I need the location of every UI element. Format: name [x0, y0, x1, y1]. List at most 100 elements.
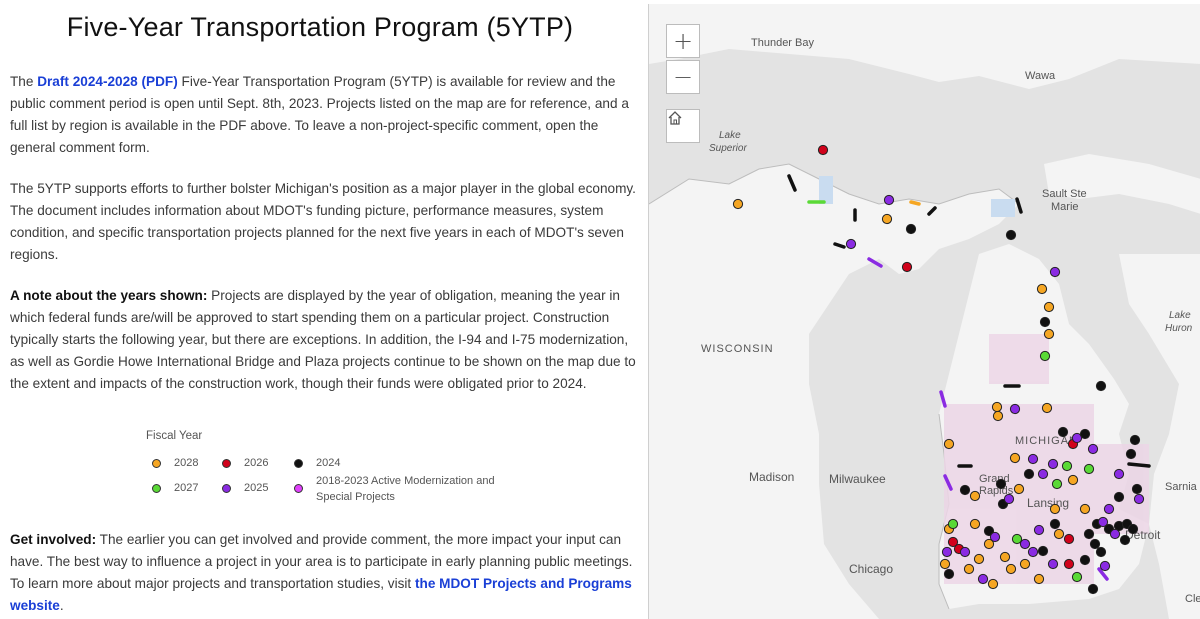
zoom-out-button[interactable]: − — [666, 60, 700, 94]
home-button[interactable] — [666, 109, 700, 143]
project-point[interactable] — [943, 438, 955, 450]
project-point[interactable] — [1033, 573, 1045, 585]
project-point[interactable] — [1083, 463, 1095, 475]
project-point[interactable] — [1003, 493, 1015, 505]
project-point[interactable] — [969, 518, 981, 530]
project-point[interactable] — [1097, 516, 1109, 528]
project-point[interactable] — [1071, 571, 1083, 583]
project-point[interactable] — [1033, 524, 1045, 536]
label-lake-huron-2: Huron — [1165, 323, 1193, 334]
project-point[interactable] — [817, 144, 829, 156]
project-point[interactable] — [1036, 283, 1048, 295]
project-point[interactable] — [1013, 483, 1025, 495]
project-point[interactable] — [939, 558, 951, 570]
zoom-in-button[interactable]: + — [666, 24, 700, 58]
get-involved-text: The earlier you can get involved and pro… — [10, 532, 633, 591]
project-point[interactable] — [943, 568, 955, 580]
project-point[interactable] — [905, 223, 917, 235]
project-point[interactable] — [1043, 301, 1055, 313]
wisconsin-up-land — [649, 164, 1019, 619]
project-point[interactable] — [1133, 493, 1145, 505]
project-point[interactable] — [1063, 533, 1075, 545]
project-point[interactable] — [1095, 380, 1107, 392]
project-point[interactable] — [1071, 432, 1083, 444]
project-point[interactable] — [1051, 478, 1063, 490]
project-point[interactable] — [1067, 474, 1079, 486]
project-point[interactable] — [1023, 468, 1035, 480]
project-point[interactable] — [959, 546, 971, 558]
project-point[interactable] — [969, 490, 981, 502]
project-point[interactable] — [1119, 534, 1131, 546]
project-point[interactable] — [1083, 528, 1095, 540]
project-point[interactable] — [1009, 403, 1021, 415]
project-point[interactable] — [1129, 434, 1141, 446]
project-point[interactable] — [1079, 554, 1091, 566]
project-point[interactable] — [1047, 558, 1059, 570]
project-point[interactable] — [1039, 350, 1051, 362]
project-point[interactable] — [1009, 452, 1021, 464]
project-point[interactable] — [1063, 558, 1075, 570]
project-point[interactable] — [1049, 503, 1061, 515]
fiscal-year-legend: Fiscal Year 2028 2026 2024 2027 2025 201… — [146, 430, 495, 503]
project-point[interactable] — [1005, 229, 1017, 241]
project-points[interactable] — [732, 144, 1145, 595]
project-point[interactable] — [1099, 560, 1111, 572]
project-point[interactable] — [947, 536, 959, 548]
project-point[interactable] — [1079, 428, 1091, 440]
project-point[interactable] — [881, 213, 893, 225]
project-point[interactable] — [989, 531, 1001, 543]
project-point[interactable] — [1079, 503, 1091, 515]
project-point[interactable] — [941, 546, 953, 558]
project-point[interactable] — [995, 478, 1007, 490]
project-point[interactable] — [883, 194, 895, 206]
project-point[interactable] — [1131, 483, 1143, 495]
draft-pdf-link[interactable]: Draft 2024-2028 (PDF) — [37, 74, 178, 89]
project-point[interactable] — [1019, 538, 1031, 550]
project-point[interactable] — [1049, 266, 1061, 278]
project-point[interactable] — [1125, 448, 1137, 460]
project-point[interactable] — [1047, 458, 1059, 470]
project-point[interactable] — [901, 261, 913, 273]
project-point[interactable] — [1087, 443, 1099, 455]
project-point[interactable] — [1037, 468, 1049, 480]
project-point[interactable] — [1127, 523, 1139, 535]
label-wisconsin: WISCONSIN — [701, 343, 774, 355]
project-map[interactable]: Thunder Bay Wawa Lake Superior Sault Ste… — [648, 4, 1200, 619]
project-point[interactable] — [1089, 538, 1101, 550]
project-point[interactable] — [1113, 491, 1125, 503]
project-point[interactable] — [1103, 503, 1115, 515]
project-point[interactable] — [987, 578, 999, 590]
project-point[interactable] — [1037, 545, 1049, 557]
map-canvas[interactable]: Thunder Bay Wawa Lake Superior Sault Ste… — [649, 4, 1200, 619]
label-sarnia: Sarnia — [1165, 481, 1198, 493]
project-point[interactable] — [973, 553, 985, 565]
project-point[interactable] — [1095, 546, 1107, 558]
project-point[interactable] — [1057, 426, 1069, 438]
project-point[interactable] — [1027, 453, 1039, 465]
project-point[interactable] — [1041, 402, 1053, 414]
project-point[interactable] — [963, 563, 975, 575]
project-point[interactable] — [1039, 316, 1051, 328]
project-point[interactable] — [992, 410, 1004, 422]
project-point[interactable] — [1043, 328, 1055, 340]
project-point[interactable] — [983, 538, 995, 550]
project-point[interactable] — [1049, 518, 1061, 530]
project-point[interactable] — [845, 238, 857, 250]
project-point[interactable] — [1005, 563, 1017, 575]
project-point[interactable] — [991, 401, 1003, 413]
project-point[interactable] — [1087, 583, 1099, 595]
project-point[interactable] — [1053, 528, 1065, 540]
project-point[interactable] — [977, 573, 989, 585]
project-point[interactable] — [1113, 468, 1125, 480]
mdot-projects-link[interactable]: the MDOT Projects and Programs website — [10, 576, 632, 613]
project-point[interactable] — [1027, 546, 1039, 558]
project-point[interactable] — [1109, 528, 1121, 540]
project-point[interactable] — [1011, 533, 1023, 545]
project-point[interactable] — [1019, 558, 1031, 570]
project-point[interactable] — [947, 518, 959, 530]
project-point[interactable] — [732, 198, 744, 210]
project-point[interactable] — [983, 525, 995, 537]
project-point[interactable] — [959, 484, 971, 496]
project-point[interactable] — [999, 551, 1011, 563]
project-point[interactable] — [1061, 460, 1073, 472]
